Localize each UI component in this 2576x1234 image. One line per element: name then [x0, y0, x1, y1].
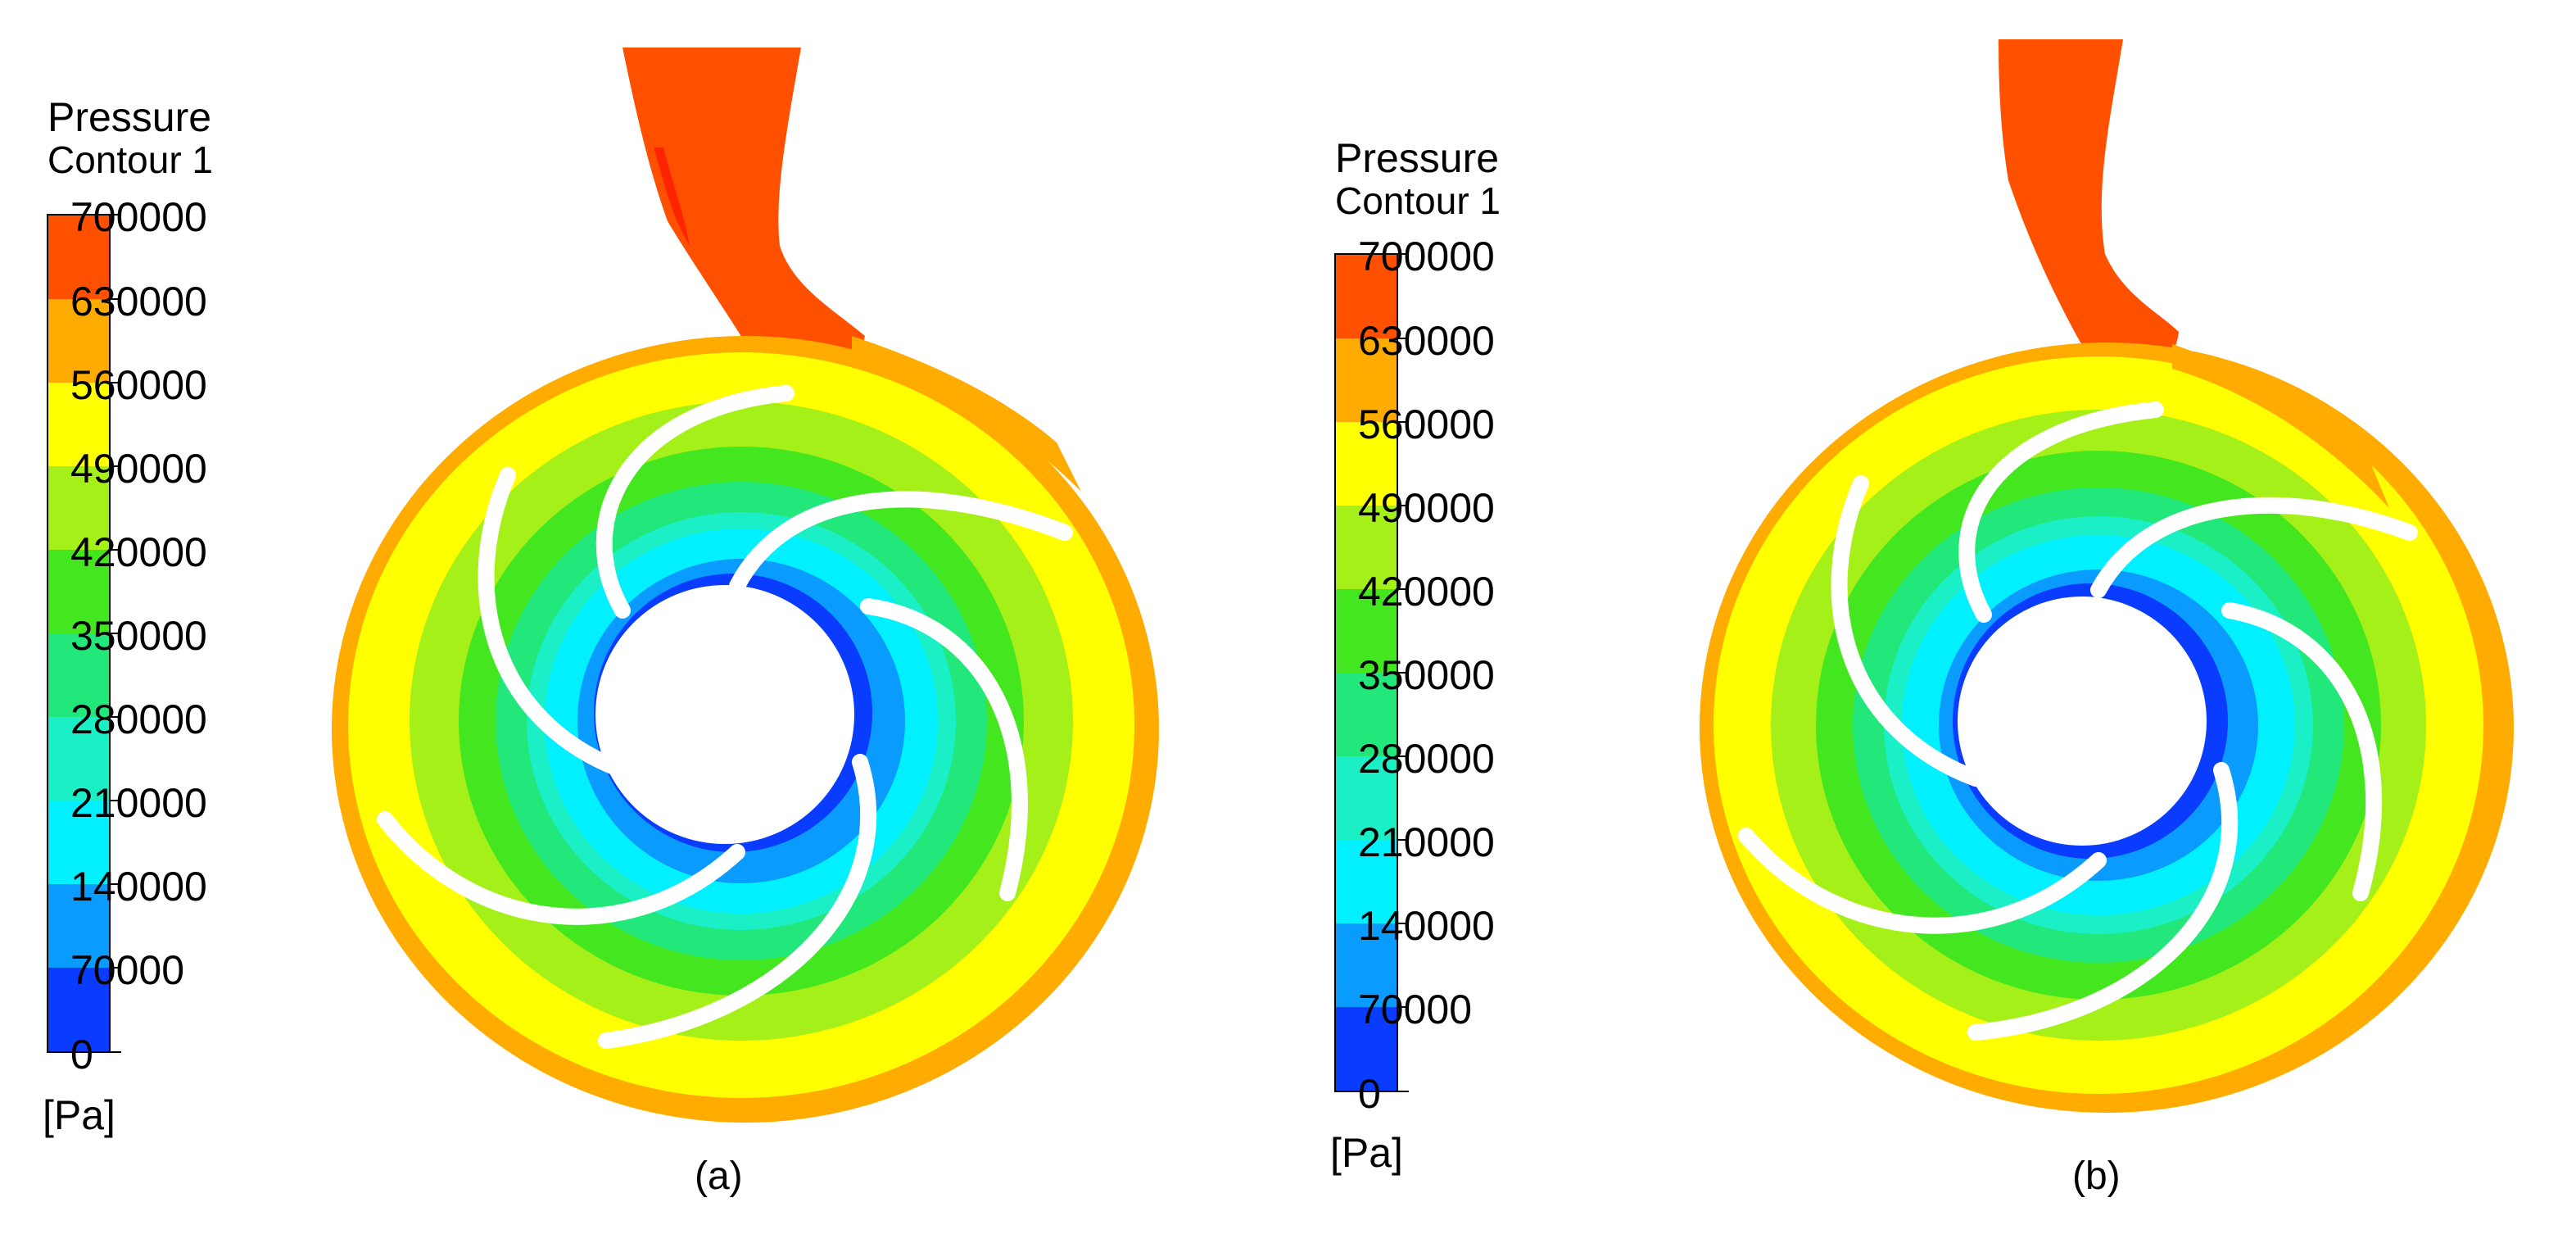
panel-caption: (a) — [695, 1155, 743, 1198]
color-bar — [47, 214, 121, 1053]
legend-subtitle: Contour 1 — [48, 138, 214, 181]
tick-label: 420000 — [1358, 569, 1495, 615]
outlet-pipe — [622, 48, 865, 382]
pressure-contour-b — [1334, 39, 2514, 1113]
color-bar-segment — [48, 466, 110, 550]
tick-label: 140000 — [1358, 903, 1495, 949]
impeller-blade — [1738, 828, 2107, 934]
color-bar-segment — [48, 633, 110, 717]
color-bar-segment — [1335, 506, 1397, 589]
tick-label: 0 — [70, 1032, 93, 1077]
tick-label: 630000 — [70, 279, 207, 324]
tick-label: 700000 — [1358, 234, 1495, 279]
impeller-blade — [595, 385, 795, 619]
impeller-blade — [1958, 402, 2164, 623]
color-bar-segment — [1335, 589, 1397, 673]
tick-label: 420000 — [70, 529, 207, 575]
impeller-blade — [478, 467, 631, 778]
tick-label: 630000 — [1358, 318, 1495, 364]
impeller-blades — [377, 385, 1073, 1049]
tick-label: 560000 — [70, 362, 207, 408]
volute-casing — [332, 336, 1159, 1123]
impeller-blade — [377, 811, 745, 925]
impeller-blade — [2090, 497, 2418, 598]
impeller-blade — [860, 598, 1028, 901]
tick-label: 0 — [1358, 1071, 1381, 1117]
color-bar-segment — [1335, 1007, 1397, 1091]
tick-label: 350000 — [1358, 652, 1495, 698]
color-bar-segment — [48, 884, 110, 968]
legend-unit: [Pa] — [1330, 1130, 1403, 1176]
panel-b: Pressure Contour 1 — [1288, 0, 2575, 1234]
impeller-blade — [1831, 475, 1984, 787]
impeller-hub — [595, 585, 854, 844]
tick-label: 70000 — [70, 947, 185, 993]
color-bar-segment — [48, 968, 110, 1052]
impeller-blade — [729, 491, 1073, 594]
color-bar-segment — [1335, 254, 1397, 338]
tick-label: 350000 — [70, 613, 207, 659]
outlet-pipe — [1999, 39, 2179, 375]
color-bar-segment — [1335, 673, 1397, 756]
legend-unit: [Pa] — [43, 1092, 115, 1138]
tick-label: 700000 — [70, 194, 207, 240]
tick-label: 70000 — [1358, 987, 1473, 1032]
tick-label: 490000 — [70, 446, 207, 492]
tick-label: 280000 — [70, 696, 207, 742]
color-bar-segment — [1335, 338, 1397, 422]
panel-a: Pressure Contour 1 — [43, 48, 1159, 1198]
color-bar — [1334, 253, 1409, 1092]
color-bar-segment — [48, 550, 110, 633]
legend-subtitle: Contour 1 — [1335, 179, 1501, 222]
color-bar-segment — [48, 383, 110, 466]
impeller-blade — [1967, 762, 2238, 1041]
impeller-blade — [598, 754, 876, 1049]
color-bar-segment — [48, 717, 110, 801]
tick-label: 210000 — [70, 780, 207, 826]
impeller-blades — [1738, 402, 2418, 1041]
color-bar-segment — [48, 215, 110, 299]
impeller-hub — [1958, 597, 2207, 846]
tick-label: 560000 — [1358, 402, 1495, 447]
color-bar-segment — [1335, 756, 1397, 840]
panel-caption: (b) — [2072, 1155, 2121, 1198]
color-bar-segment — [1335, 422, 1397, 506]
color-bar-segment — [1335, 923, 1397, 1007]
color-bar-segment — [1335, 840, 1397, 923]
color-bar-segment — [48, 801, 110, 884]
legend-title: Pressure — [48, 94, 212, 140]
legend-title: Pressure — [1335, 135, 1500, 181]
volute-casing — [1700, 343, 2514, 1113]
color-bar-segment — [48, 299, 110, 383]
tick-label: 490000 — [1358, 485, 1495, 531]
impeller-blade — [2221, 602, 2383, 901]
tick-label: 210000 — [1358, 819, 1495, 865]
tick-label: 140000 — [70, 864, 207, 910]
pressure-contour-a — [47, 48, 1159, 1123]
tick-label: 280000 — [1358, 736, 1495, 782]
